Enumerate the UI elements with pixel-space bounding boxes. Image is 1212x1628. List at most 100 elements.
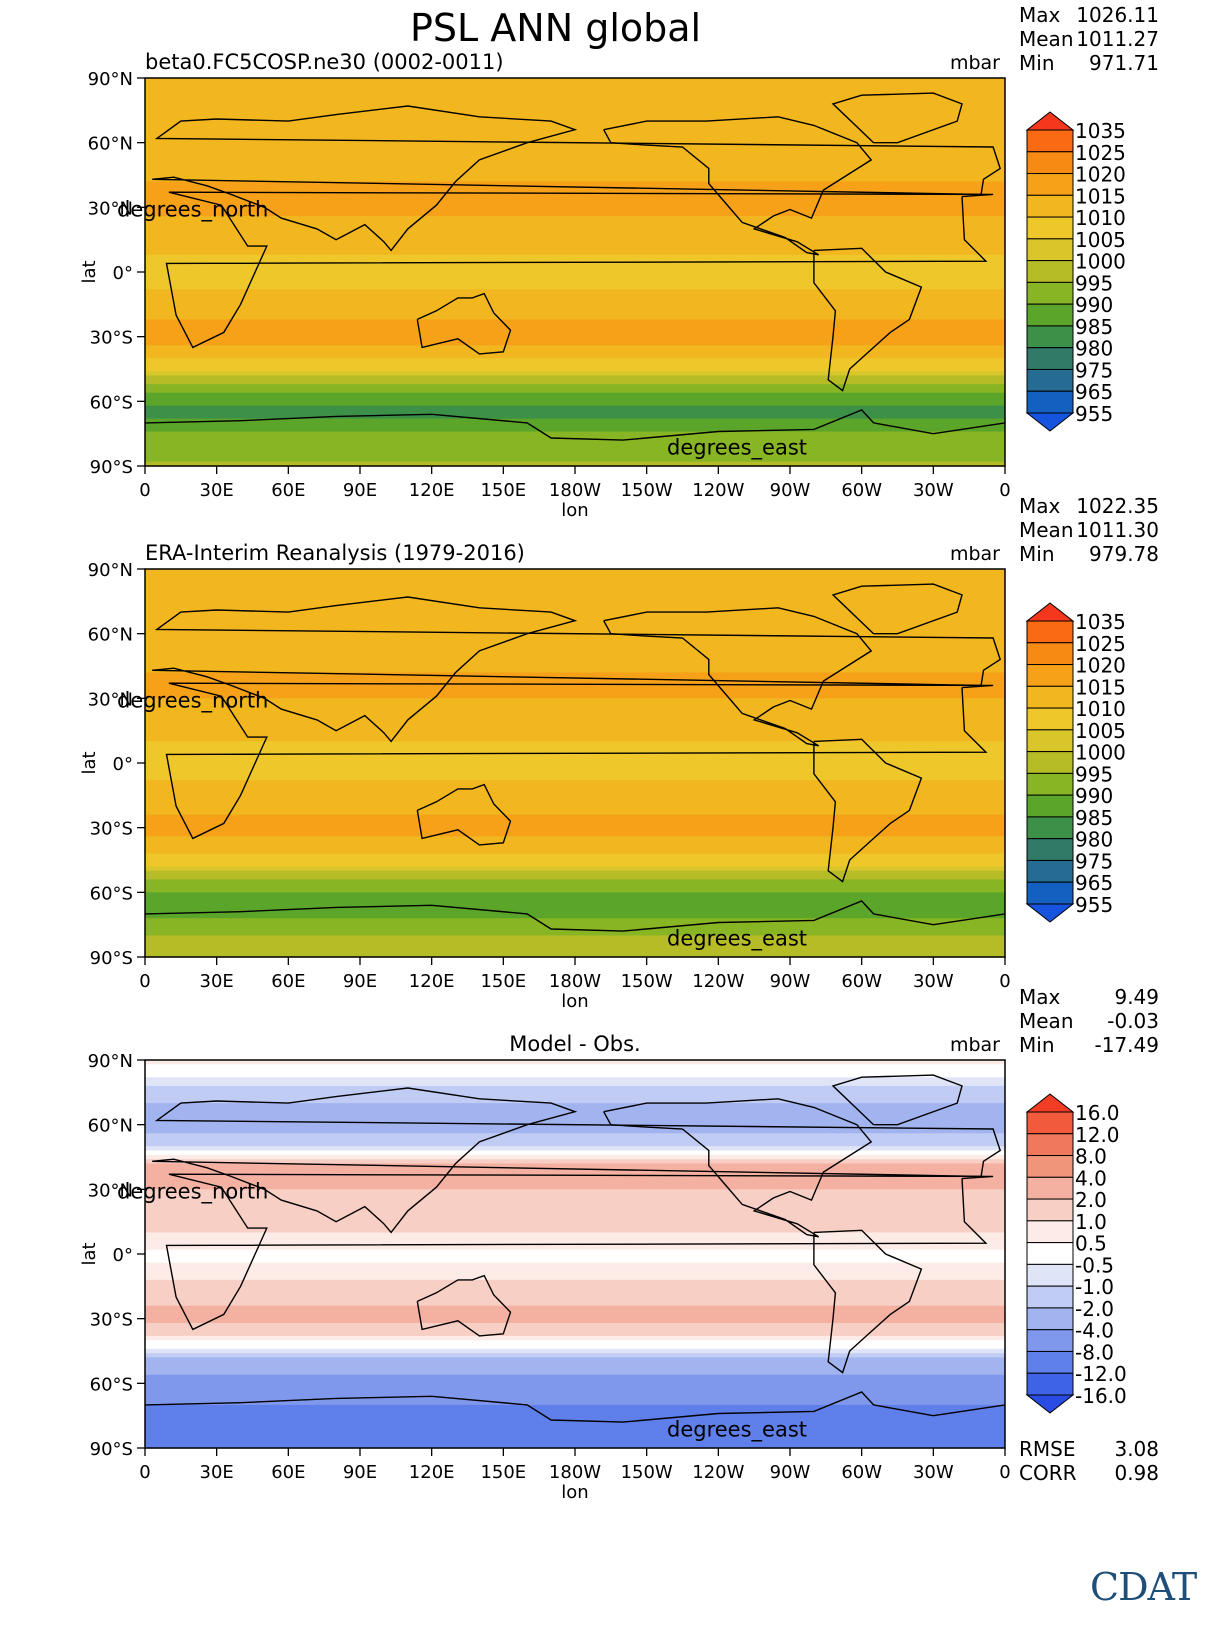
contour-band bbox=[145, 1379, 1005, 1384]
contour-band bbox=[145, 620, 1005, 626]
stat-label: Min bbox=[1019, 1033, 1055, 1057]
contour-band bbox=[145, 1150, 1005, 1156]
contour-band bbox=[145, 293, 1005, 299]
contour-band bbox=[145, 138, 1005, 144]
contour-band bbox=[145, 1391, 1005, 1397]
contour-band bbox=[145, 129, 1005, 135]
contour-band bbox=[145, 328, 1005, 333]
x-tick-label: 150E bbox=[480, 480, 526, 501]
contour-band bbox=[145, 1305, 1005, 1311]
contour-band bbox=[145, 1318, 1005, 1324]
coastline bbox=[831, 92, 963, 144]
colorbar-label: -1.0 bbox=[1075, 1275, 1114, 1299]
contour-band bbox=[145, 1103, 1005, 1109]
colorbar-label: 16.0 bbox=[1075, 1101, 1120, 1125]
colorbar-box bbox=[1026, 1285, 1074, 1309]
contour-band bbox=[145, 116, 1005, 122]
contour-band bbox=[145, 220, 1005, 226]
colorbar-box bbox=[1026, 281, 1074, 305]
contour-band bbox=[145, 151, 1005, 157]
colorbar-label: -12.0 bbox=[1075, 1362, 1127, 1386]
contour-band bbox=[145, 612, 1005, 618]
contour-band bbox=[145, 931, 1005, 937]
contour-band bbox=[145, 379, 1005, 385]
y-tick-label: 0° bbox=[113, 1245, 133, 1266]
contour-band bbox=[145, 866, 1005, 872]
y-tick-label: 60°N bbox=[88, 134, 133, 155]
contour-band bbox=[145, 211, 1005, 217]
colorbar-label: 1000 bbox=[1075, 741, 1126, 765]
colorbar-label: 4.0 bbox=[1075, 1166, 1107, 1190]
contour-band bbox=[145, 1288, 1005, 1294]
contour-band bbox=[145, 806, 1005, 812]
contour-band bbox=[145, 694, 1005, 699]
x-axis-label: lon bbox=[561, 991, 588, 1012]
y-axis-label: lat bbox=[79, 260, 100, 283]
y-tick-label: 30°S bbox=[90, 1310, 133, 1331]
colorbar-box bbox=[1026, 194, 1074, 218]
contour-band bbox=[145, 340, 1005, 346]
contour-band bbox=[145, 702, 1005, 708]
colorbar-box bbox=[1026, 1220, 1074, 1244]
coastline bbox=[165, 682, 994, 840]
colorbar-label: 1035 bbox=[1075, 119, 1126, 143]
colorbar-box bbox=[1026, 173, 1074, 196]
colorbar-box bbox=[1026, 707, 1074, 731]
contour-band bbox=[145, 1245, 1005, 1251]
x-tick-label: 60W bbox=[841, 971, 882, 992]
y-tick-label: 30°N bbox=[88, 1180, 133, 1201]
colorbar-box bbox=[1026, 1263, 1074, 1287]
stat-value: 979.78 bbox=[1089, 542, 1159, 566]
contour-band bbox=[145, 254, 1005, 260]
colorbar-label: 965 bbox=[1075, 871, 1113, 895]
contour-band bbox=[145, 853, 1005, 859]
contour-band bbox=[145, 457, 1005, 463]
contour-band bbox=[145, 310, 1005, 316]
colorbar-label: 995 bbox=[1075, 762, 1113, 786]
stat-value: -0.03 bbox=[1107, 1009, 1159, 1033]
coastline bbox=[603, 1098, 873, 1238]
colorbar-label: 1025 bbox=[1075, 141, 1126, 165]
contour-band bbox=[145, 194, 1005, 200]
x-tick-label: 0 bbox=[139, 480, 150, 501]
colorbar-label: 985 bbox=[1075, 315, 1113, 339]
contour-band bbox=[145, 1314, 1005, 1320]
contour-band bbox=[145, 263, 1005, 269]
colorbar-label: 965 bbox=[1075, 380, 1113, 404]
x-tick-label: 120W bbox=[692, 480, 744, 501]
contour-band bbox=[145, 577, 1005, 583]
contour-band bbox=[145, 392, 1005, 398]
contour-band bbox=[145, 233, 1005, 239]
contour-band bbox=[145, 659, 1005, 665]
coastline bbox=[813, 738, 923, 883]
contour-band bbox=[145, 1133, 1005, 1139]
contour-band bbox=[145, 1422, 1005, 1428]
contour-band bbox=[145, 82, 1005, 88]
colorbar-box bbox=[1026, 881, 1074, 905]
stat-label: Max bbox=[1019, 3, 1061, 27]
contour-band bbox=[145, 1107, 1005, 1113]
colorbar-arrow-top bbox=[1025, 602, 1075, 622]
contour-band bbox=[145, 1275, 1005, 1281]
contour-band bbox=[145, 1077, 1005, 1083]
contour-band bbox=[145, 616, 1005, 622]
x-axis-label: lon bbox=[561, 1482, 588, 1503]
colorbar-box bbox=[1026, 390, 1074, 414]
contour-band bbox=[145, 1081, 1005, 1087]
x-tick-label: 180W bbox=[549, 1462, 601, 1483]
contour-band bbox=[145, 1159, 1005, 1165]
stat-value: 1026.11 bbox=[1076, 3, 1159, 27]
coastline bbox=[813, 1229, 923, 1374]
contour-band bbox=[145, 763, 1005, 768]
contour-band bbox=[145, 793, 1005, 799]
contour-band bbox=[145, 1215, 1005, 1221]
lon-units-label: degrees_east bbox=[667, 1418, 807, 1443]
stat-label: Mean bbox=[1019, 27, 1074, 51]
y-tick-label: 30°N bbox=[88, 198, 133, 219]
contour-band bbox=[145, 1180, 1005, 1186]
x-tick-label: 150W bbox=[621, 480, 673, 501]
contour-band bbox=[145, 1331, 1005, 1337]
colorbar-box bbox=[1026, 260, 1074, 283]
contour-band bbox=[145, 909, 1005, 915]
